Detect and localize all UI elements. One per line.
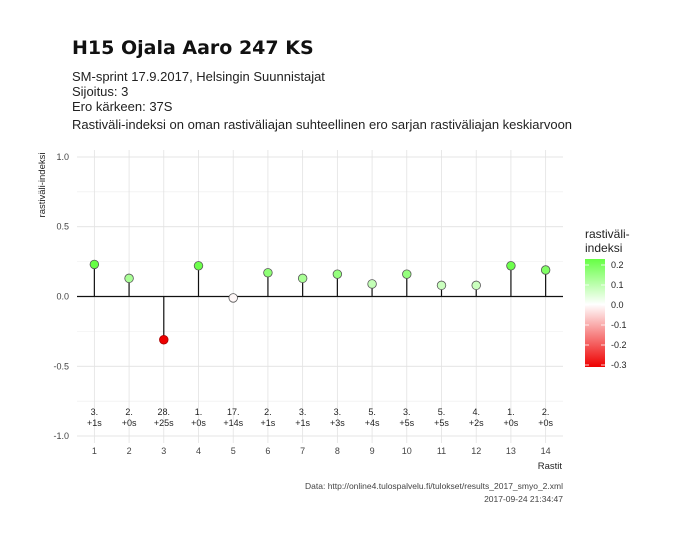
x-tick-label: 4 <box>196 446 201 456</box>
split-diff-label: +0s <box>504 418 519 428</box>
split-diff-label: +14s <box>223 418 243 428</box>
lollipop-point <box>89 259 100 270</box>
legend-title-line-2: indeksi <box>585 241 622 255</box>
x-axis-label: Rastit <box>538 461 563 472</box>
split-rank-label: 1. <box>507 407 515 417</box>
split-rank-label: 4. <box>472 407 480 417</box>
lollipop-point <box>367 279 377 289</box>
split-diff-label: +2s <box>469 418 484 428</box>
subtitle-line-1: SM-sprint 17.9.2017, Helsingin Suunnista… <box>72 69 325 84</box>
split-diff-label: +5s <box>399 418 414 428</box>
split-diff-label: +25s <box>154 418 174 428</box>
lollipop-marks <box>89 259 551 345</box>
split-rank-label: 28. <box>158 407 171 417</box>
lollipop-point <box>471 280 481 291</box>
x-tick-label: 10 <box>402 446 412 456</box>
split-rank-label: 17. <box>227 407 240 417</box>
lollipop-point <box>228 293 238 303</box>
subtitle-line-4: Rastiväli-indeksi on oman rastiväliajan … <box>72 117 572 132</box>
caption-timestamp: 2017-09-24 21:34:47 <box>484 494 563 504</box>
x-tick-label: 11 <box>437 446 446 456</box>
split-rank-label: 5. <box>438 407 446 417</box>
y-tick-label: -0.5 <box>53 361 69 371</box>
legend-tick-label: 0.2 <box>611 260 624 270</box>
x-tick-label: 1 <box>92 446 97 456</box>
split-diff-label: +0s <box>538 418 553 428</box>
split-rank-label: 3. <box>299 407 307 417</box>
x-tick-label: 8 <box>335 446 340 456</box>
split-rank-label: 3. <box>91 407 99 417</box>
legend-tick-label: 0.0 <box>611 300 624 310</box>
lollipop-point <box>124 273 134 284</box>
y-tick-label: 1.0 <box>56 152 69 162</box>
x-tick-label: 3 <box>161 446 166 456</box>
lollipop-point <box>436 280 447 291</box>
x-tick-label: 6 <box>265 446 270 456</box>
split-diff-label: +1s <box>87 418 102 428</box>
grid <box>77 150 563 443</box>
split-diff-label: +1s <box>295 418 310 428</box>
split-rank-label: 2. <box>542 407 550 417</box>
subtitle-line-3: Ero kärkeen: 37S <box>72 99 173 114</box>
x-tick-label: 5 <box>231 446 236 456</box>
legend-tick-label: -0.3 <box>611 360 627 370</box>
legend-tick-label: -0.2 <box>611 340 627 350</box>
lollipop-point <box>193 261 204 271</box>
split-diff-label: +0s <box>122 418 137 428</box>
x-tick-label: 14 <box>541 446 551 456</box>
lollipop-point <box>506 261 516 271</box>
legend-title-line-1: rastiväli- <box>585 227 630 241</box>
y-tick-label: 0.0 <box>56 292 69 302</box>
legend-colorbar <box>585 259 605 367</box>
split-annotations: 3.+1s2.+0s28.+25s1.+0s17.+14s2.+1s3.+1s3… <box>87 407 554 428</box>
lollipop-point <box>159 335 169 345</box>
split-rank-label: 2. <box>125 407 133 417</box>
caption-source: Data: http://online4.tulospalvelu.fi/tul… <box>305 481 563 491</box>
lollipop-point <box>540 265 551 275</box>
split-rank-label: 2. <box>264 407 272 417</box>
split-rank-label: 5. <box>368 407 376 417</box>
split-rank-label: 1. <box>195 407 203 417</box>
split-rank-label: 3. <box>403 407 411 417</box>
y-axis-label: rastiväli-indeksi <box>37 153 48 218</box>
subtitle-line-2: Sijoitus: 3 <box>72 84 128 99</box>
split-rank-label: 3. <box>334 407 342 417</box>
x-tick-label: 7 <box>300 446 305 456</box>
lollipop-point <box>332 269 343 279</box>
split-diff-label: +3s <box>330 418 345 428</box>
chart-title: H15 Ojala Aaro 247 KS <box>72 37 314 59</box>
x-tick-label: 9 <box>370 446 375 456</box>
x-axis-ticks: 1 2 3 4 5 6 7 8 9 10 11 12 13 14 <box>92 446 551 456</box>
split-diff-label: +0s <box>191 418 206 428</box>
y-tick-label: -1.0 <box>53 431 69 441</box>
y-axis-ticks: -1.0 -0.5 0.0 0.5 1.0 <box>53 152 69 441</box>
lollipop-point <box>263 268 273 278</box>
lollipop-point <box>297 273 308 284</box>
legend-tick-label: 0.1 <box>611 280 624 290</box>
split-diff-label: +5s <box>434 418 449 428</box>
split-diff-label: +4s <box>365 418 380 428</box>
legend-ticks: 0.2 0.1 0.0 -0.1 -0.2 -0.3 <box>585 260 627 370</box>
legend: rastiväli- indeksi 0.2 0.1 0.0 -0.1 -0.2 -0.3 <box>585 227 630 370</box>
lollipop-point <box>402 269 412 279</box>
legend-tick-label: -0.1 <box>611 320 627 330</box>
x-tick-label: 12 <box>471 446 481 456</box>
split-diff-label: +1s <box>261 418 276 428</box>
x-tick-label: 2 <box>127 446 132 456</box>
y-tick-label: 0.5 <box>56 222 69 232</box>
x-tick-label: 13 <box>506 446 516 456</box>
